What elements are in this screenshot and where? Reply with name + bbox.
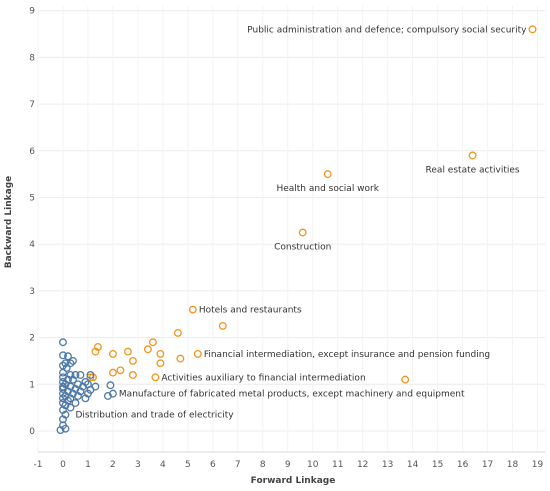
annotation-label: Manufacture of fabricated metal products… [119, 390, 465, 400]
data-point [103, 392, 112, 400]
gridlines [37, 6, 545, 453]
annotation-label: Health and social work [276, 184, 379, 194]
x-tick-label: 14 [407, 460, 419, 470]
x-tick-label: 11 [332, 460, 343, 470]
x-tick-label: 0 [60, 460, 66, 470]
data-point [64, 352, 72, 361]
data-point [401, 375, 410, 384]
annotation-label: Hotels and restaurants [199, 306, 302, 316]
x-tick-label: -1 [34, 460, 43, 470]
data-points [56, 25, 537, 435]
data-point [176, 354, 185, 363]
data-point [468, 151, 477, 160]
y-tick-label: 5 [29, 193, 35, 203]
data-point [218, 321, 227, 330]
data-point [123, 347, 132, 356]
data-point [151, 373, 160, 382]
y-tick-label: 6 [29, 147, 35, 157]
annotation-label: Real estate activities [426, 165, 520, 175]
data-point [62, 363, 71, 372]
data-point [156, 359, 165, 368]
data-point [69, 375, 77, 384]
y-tick-label: 3 [29, 287, 35, 297]
x-tick-label: 1 [85, 460, 91, 470]
data-point [59, 389, 67, 398]
data-point [156, 349, 165, 358]
x-tick-label: 18 [507, 460, 519, 470]
data-point [188, 305, 197, 314]
x-tick-label: 8 [260, 460, 266, 470]
y-tick-label: 2 [29, 334, 35, 344]
data-point [106, 381, 115, 390]
data-point [59, 351, 67, 360]
data-point [71, 399, 80, 407]
data-point [61, 424, 70, 433]
y-tick-label: 7 [29, 100, 35, 110]
x-tick-label: 15 [432, 460, 443, 470]
data-point [116, 366, 125, 375]
x-tick-label: 7 [235, 460, 241, 470]
data-point [128, 356, 137, 365]
data-point [88, 373, 97, 382]
data-point [91, 347, 100, 356]
x-tick-label: 9 [285, 460, 291, 470]
annotations: Public administration and defence; compu… [75, 25, 527, 420]
x-tick-label: 12 [357, 460, 368, 470]
x-tick-label: 10 [307, 460, 319, 470]
data-point [323, 170, 332, 179]
x-tick-label: 17 [482, 460, 493, 470]
data-point [108, 368, 117, 377]
data-point [528, 25, 537, 34]
x-tick-label: 5 [185, 460, 191, 470]
annotation-label: Distribution and trade of electricity [75, 411, 234, 421]
annotation-label: Financial intermediation, except insuran… [204, 350, 490, 360]
y-tick-label: 0 [29, 427, 35, 437]
y-tick-label: 1 [29, 380, 35, 390]
x-tick-label: 13 [382, 460, 393, 470]
data-point [143, 345, 152, 354]
y-tick-label: 4 [29, 240, 35, 250]
annotation-label: Public administration and defence; compu… [247, 25, 527, 35]
x-tick-label: 16 [457, 460, 469, 470]
data-point [76, 370, 85, 379]
x-tick-label: 3 [135, 460, 141, 470]
y-tick-label: 8 [29, 53, 35, 63]
data-point [108, 349, 117, 358]
x-tick-label: 19 [532, 460, 544, 470]
y-axis-title: Backward Linkage [4, 176, 14, 269]
data-point [66, 394, 75, 403]
data-point [86, 373, 95, 382]
x-tick-label: 2 [110, 460, 116, 470]
data-point [148, 338, 157, 347]
data-point [66, 359, 75, 368]
data-point [81, 394, 90, 403]
data-point [59, 338, 67, 347]
y-tick-label: 9 [29, 7, 35, 17]
data-point [69, 356, 77, 365]
data-point [173, 328, 182, 337]
data-point [56, 426, 65, 435]
data-point [59, 368, 67, 377]
data-point [128, 370, 137, 379]
data-point [86, 370, 95, 379]
x-axis-title: Forward Linkage [251, 476, 336, 486]
x-tick-label: 6 [210, 460, 216, 470]
data-point [193, 349, 202, 358]
data-point [74, 392, 82, 400]
annotation-label: Construction [274, 243, 331, 253]
annotation-label: Activities auxiliary to financial interm… [161, 373, 365, 383]
data-point [66, 403, 75, 412]
data-point [298, 228, 307, 237]
x-tick-label: 4 [160, 460, 166, 470]
axis-ticks: -1 0 1 2 3 4 5 6 7 8 9 10 11 12 13 14 15 16 17 18 1901234567… [29, 7, 543, 470]
data-point [61, 359, 70, 368]
